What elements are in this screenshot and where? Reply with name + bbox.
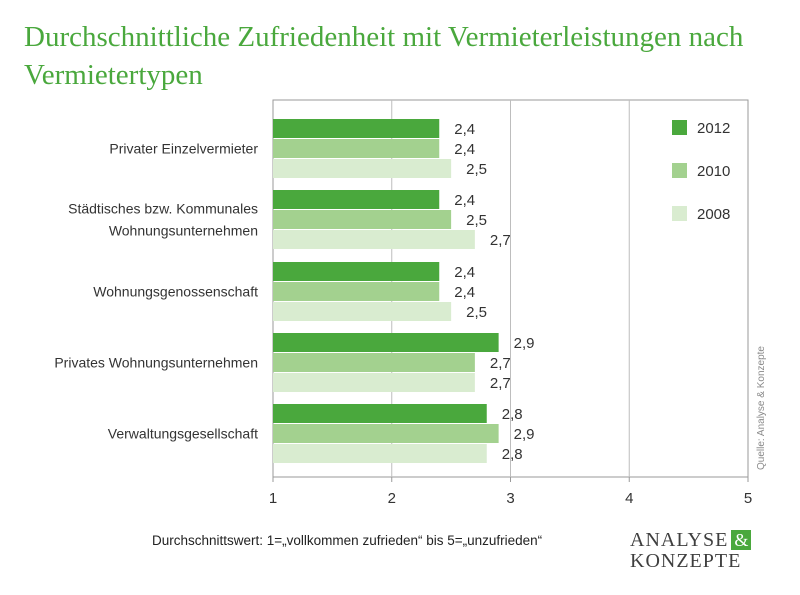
bar-2008 <box>273 159 452 178</box>
bar-2012 <box>273 404 487 423</box>
logo-line-2: KONZEPTE <box>630 550 742 572</box>
data-label: 2,5 <box>466 212 487 229</box>
data-label: 2,5 <box>466 161 487 178</box>
bar-2010 <box>273 353 475 372</box>
legend-label: 2008 <box>697 206 730 223</box>
legend-swatch-2010 <box>672 163 687 178</box>
logo-ampersand: & <box>731 530 752 550</box>
data-label: 2,7 <box>490 375 511 392</box>
company-logo: ANALYSE & KONZEPTE <box>630 529 752 572</box>
bar-2012 <box>273 119 440 138</box>
bar-2008 <box>273 373 475 392</box>
chart-title: Durchschnittliche Zufriedenheit mit Verm… <box>24 21 744 91</box>
legend-swatch-2012 <box>672 120 687 135</box>
x-tick-label: 1 <box>269 490 277 507</box>
bar-2012 <box>273 333 499 352</box>
bar-2010 <box>273 210 452 229</box>
category-label: Verwaltungsgesellschaft <box>108 426 258 442</box>
category-label: Wohnungsgenossenschaft <box>93 284 258 300</box>
data-label: 2,8 <box>502 406 523 423</box>
legend-swatch-2008 <box>672 206 687 221</box>
data-label: 2,7 <box>490 355 511 372</box>
scale-note: Durchschnittswert: 1=„vollkommen zufried… <box>152 533 543 548</box>
bar-2010 <box>273 282 440 301</box>
bar-2008 <box>273 444 487 463</box>
legend-label: 2012 <box>697 120 730 137</box>
category-label: Wohnungsunternehmen <box>109 223 258 239</box>
data-label: 2,4 <box>454 141 475 158</box>
x-tick-label: 3 <box>506 490 514 507</box>
legend-label: 2010 <box>697 163 730 180</box>
bar-2008 <box>273 302 452 321</box>
category-label: Privater Einzelvermieter <box>109 141 258 157</box>
data-label: 2,7 <box>490 232 511 249</box>
x-tick-label: 4 <box>625 490 633 507</box>
data-label: 2,5 <box>466 304 487 321</box>
source-note: Quelle: Analyse & Konzepte <box>756 346 767 470</box>
data-label: 2,4 <box>454 121 475 138</box>
logo-line-1: ANALYSE <box>630 529 729 551</box>
bar-2008 <box>273 230 475 249</box>
data-label: 2,8 <box>502 446 523 463</box>
bar-2012 <box>273 262 440 281</box>
bar-2010 <box>273 139 440 158</box>
data-label: 2,4 <box>454 192 475 209</box>
data-label: 2,9 <box>514 335 535 352</box>
category-label: Privates Wohnungsunternehmen <box>54 355 258 371</box>
bar-2012 <box>273 190 440 209</box>
data-label: 2,4 <box>454 264 475 281</box>
x-tick-label: 2 <box>388 490 396 507</box>
x-tick-label: 5 <box>744 490 752 507</box>
data-label: 2,4 <box>454 284 475 301</box>
category-label: Städtisches bzw. Kommunales <box>68 201 258 217</box>
bar-2010 <box>273 424 499 443</box>
data-label: 2,9 <box>514 426 535 443</box>
